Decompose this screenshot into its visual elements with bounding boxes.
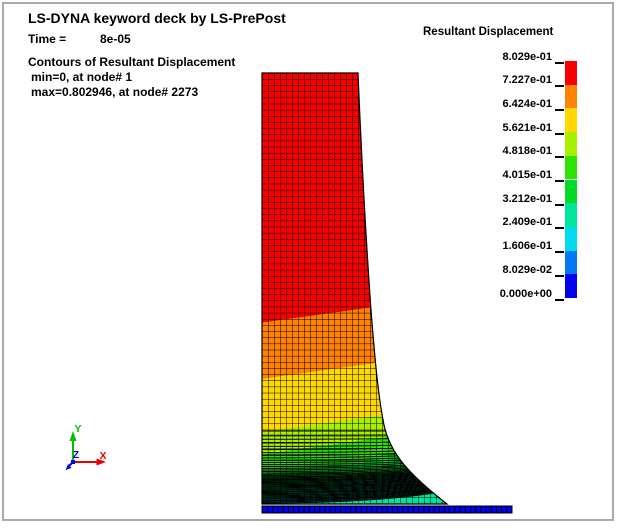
colorbar-segment xyxy=(565,61,577,85)
rigid-wall xyxy=(261,505,513,514)
x-axis-arrow-icon xyxy=(96,458,106,466)
legend-value: 8.029e-02 xyxy=(502,263,552,276)
mesh-compressed-line xyxy=(262,489,447,503)
contour-min: min=0, at node# 1 xyxy=(31,70,133,84)
legend-tick xyxy=(555,61,564,64)
legend-tick xyxy=(555,108,564,111)
mesh-compressed-line xyxy=(262,487,447,500)
deck-title: LS-DYNA keyword deck by LS-PrePost xyxy=(28,10,286,26)
x-axis-label: X xyxy=(99,450,106,462)
colorbar-segment xyxy=(565,155,577,180)
legend-value: 5.621e-01 xyxy=(502,121,552,134)
mesh-compressed-line xyxy=(262,487,447,501)
legend-tick xyxy=(555,251,564,254)
legend-tick xyxy=(555,132,564,135)
legend-tick xyxy=(555,274,564,277)
contour-title: Contours of Resultant Displacement xyxy=(28,55,236,69)
legend-tick xyxy=(555,180,564,182)
legend-tick xyxy=(555,227,564,230)
legend-tick xyxy=(555,298,564,301)
legend-tick xyxy=(555,203,564,206)
mesh-compressed-line xyxy=(262,488,447,502)
legend-value: 6.424e-01 xyxy=(502,97,552,110)
legend-value: 1.606e-01 xyxy=(502,240,552,253)
y-axis-arrow-icon xyxy=(69,431,77,441)
legend-tick xyxy=(555,156,564,159)
colorbar-segment xyxy=(565,203,577,227)
time-value: 8e-05 xyxy=(100,32,131,46)
legend-colorbar xyxy=(565,61,577,298)
z-axis-label: Z xyxy=(73,449,80,461)
colorbar-segment xyxy=(565,274,577,298)
rigid-wall-cells xyxy=(261,505,513,514)
legend-value: 0.000e+00 xyxy=(499,287,552,300)
legend-value: 7.227e-01 xyxy=(502,74,552,87)
contour-max: max=0.802946, at node# 2273 xyxy=(31,85,199,99)
colorbar-segment xyxy=(565,108,577,133)
legend-value: 4.818e-01 xyxy=(502,145,552,158)
axis-triad: Y X Z xyxy=(65,423,107,470)
colorbar-segment xyxy=(565,84,577,109)
colorbar-segment xyxy=(565,179,577,204)
legend-value: 4.015e-01 xyxy=(502,169,552,181)
colorbar-segment xyxy=(565,250,577,275)
legend-value: 3.212e-01 xyxy=(502,192,552,205)
legend-title: Resultant Displacement xyxy=(423,26,554,38)
colorbar-segment xyxy=(565,132,577,156)
z-axis-arrow-icon xyxy=(65,464,72,470)
viewport-frame xyxy=(2,2,614,521)
time-label: Time = xyxy=(28,32,67,46)
mesh-compressed-line xyxy=(262,490,447,504)
z-axis-origin xyxy=(71,460,75,464)
legend-value: 2.409e-01 xyxy=(502,216,552,229)
y-axis-label: Y xyxy=(74,423,81,435)
legend-value: 8.029e-01 xyxy=(502,50,552,63)
colorbar-segment xyxy=(565,226,577,251)
legend-tick xyxy=(555,85,564,88)
